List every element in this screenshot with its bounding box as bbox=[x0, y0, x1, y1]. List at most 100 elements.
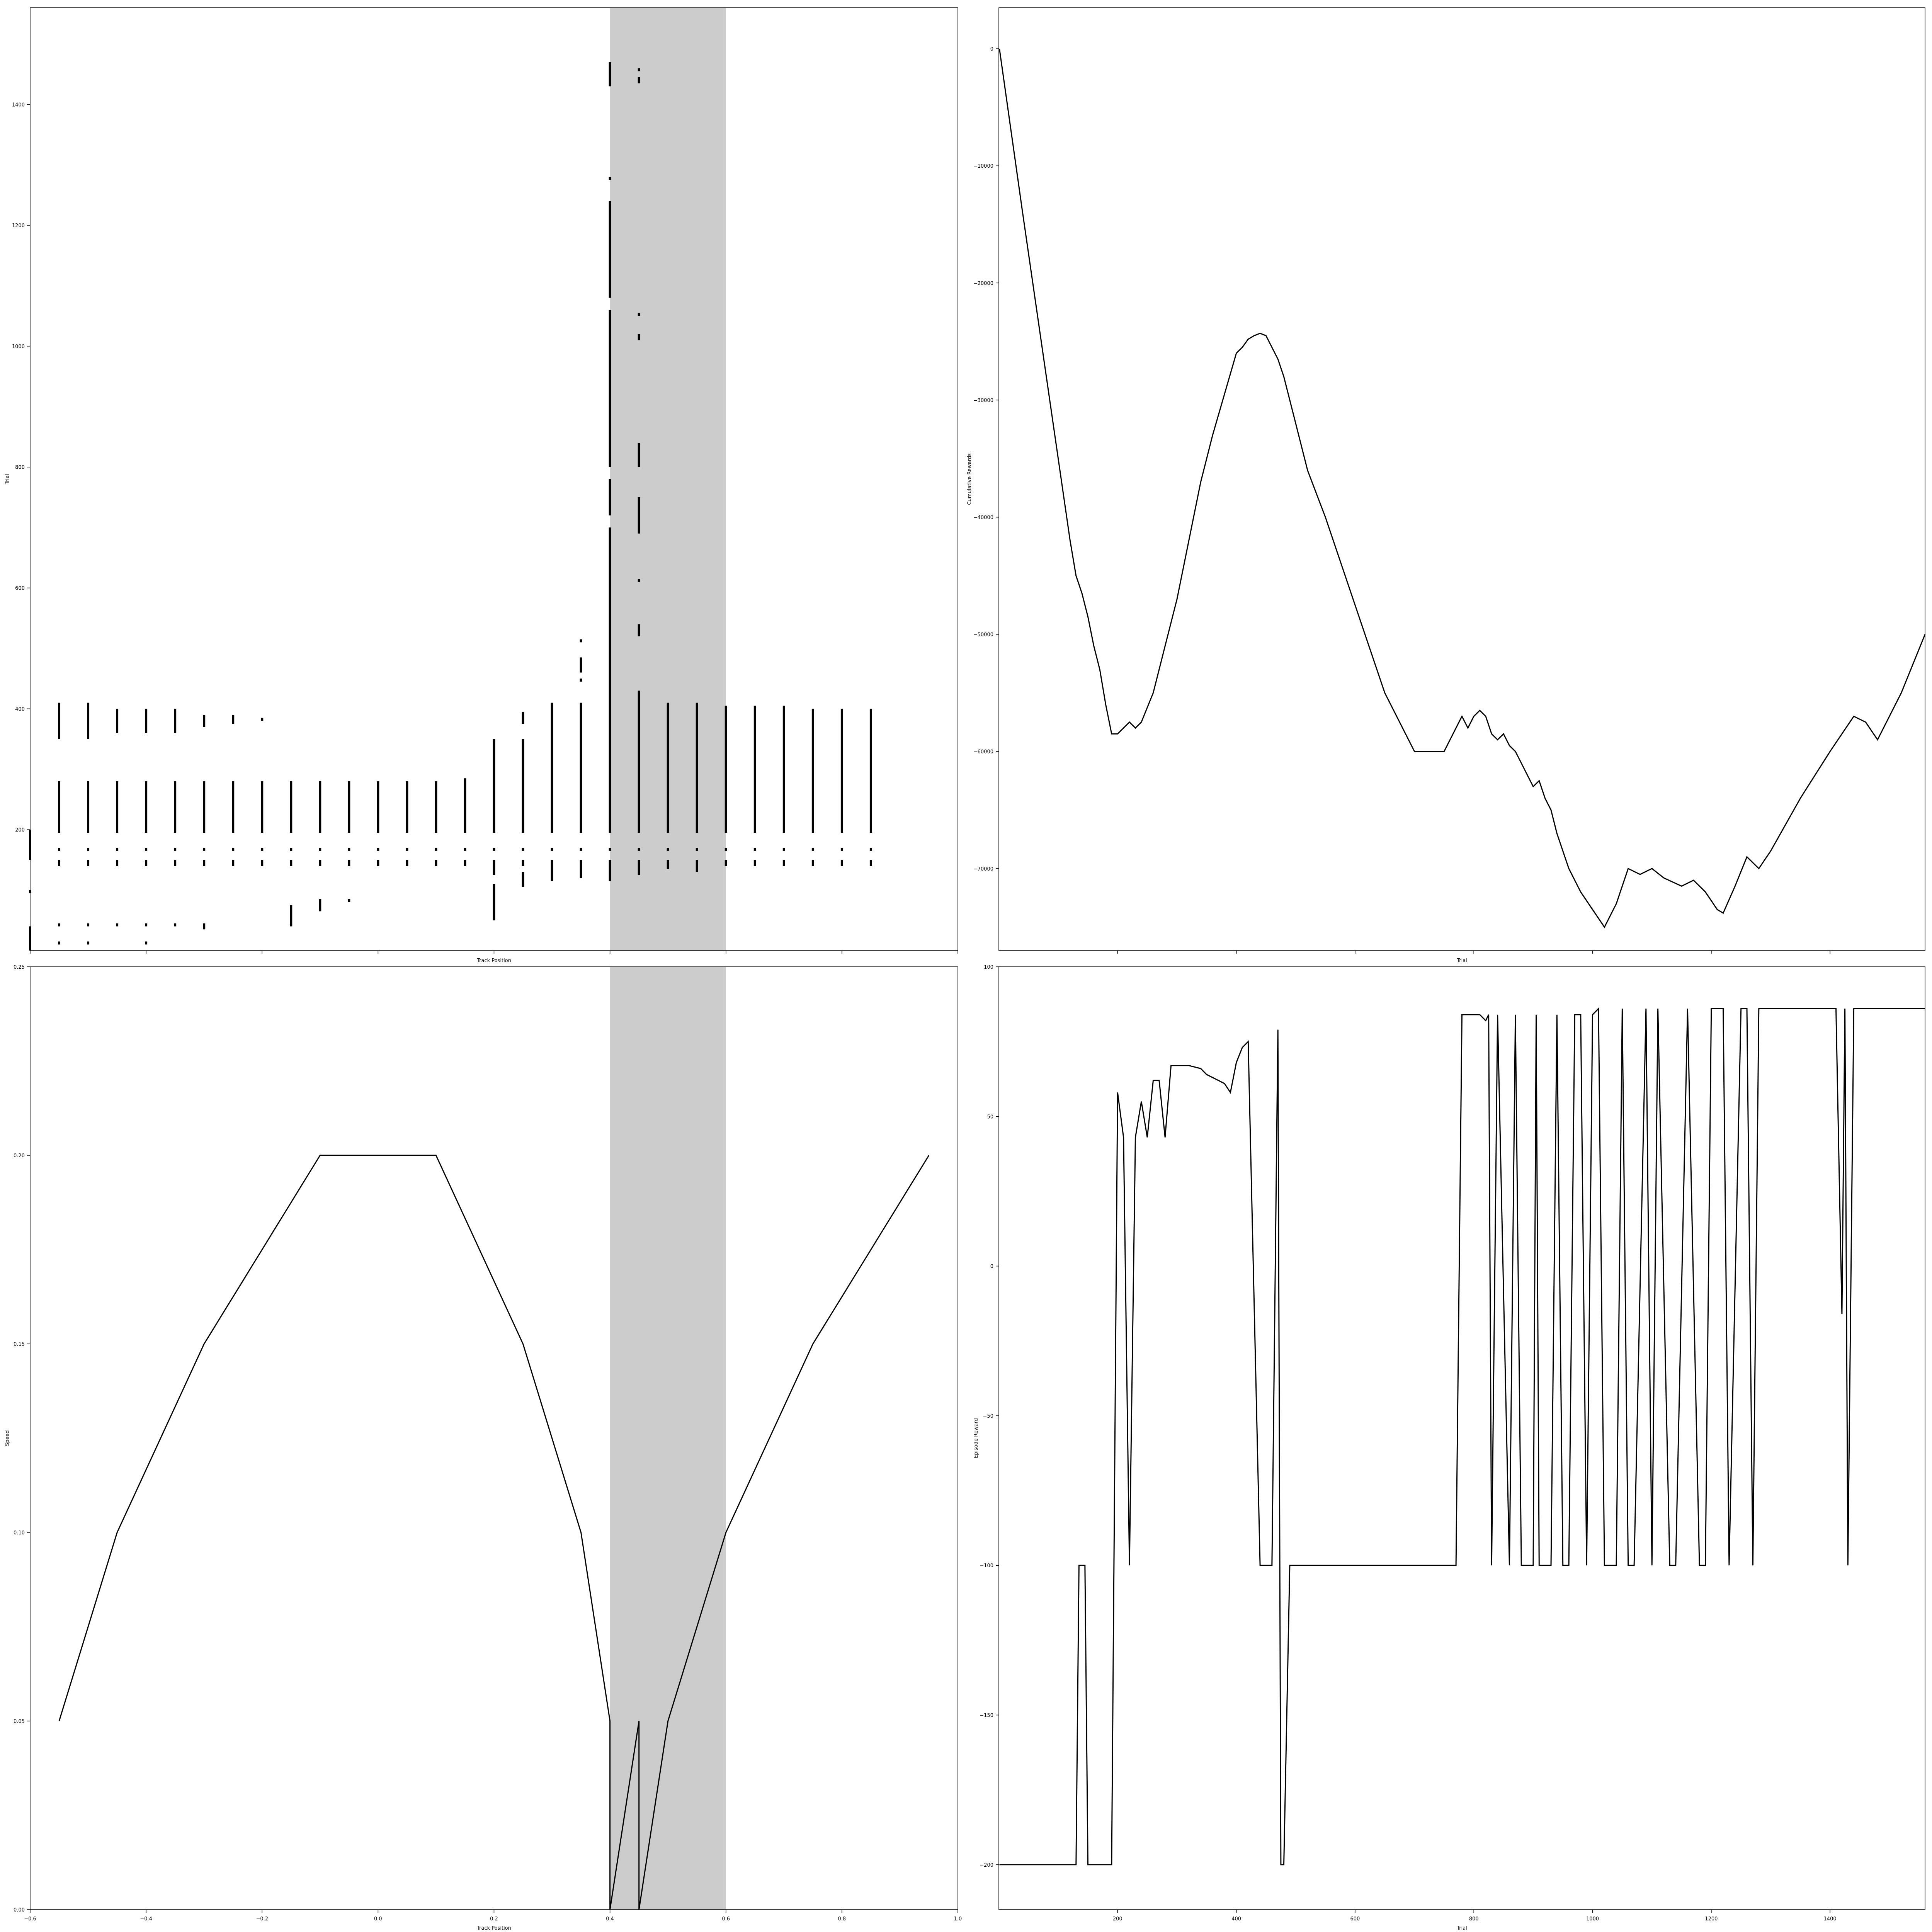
y-tick-label: 1200 bbox=[12, 223, 25, 229]
raster-column-12 bbox=[377, 781, 379, 866]
raster-column-1 bbox=[58, 702, 61, 945]
trial-marker bbox=[638, 860, 640, 875]
y-axis-label: Cumulative Rewards bbox=[967, 453, 973, 505]
trial-marker bbox=[145, 781, 148, 833]
trial-marker bbox=[348, 899, 350, 902]
x-tick-label: 0.8 bbox=[838, 1916, 846, 1922]
trial-marker bbox=[667, 860, 669, 869]
trial-marker bbox=[638, 690, 640, 833]
trial-marker bbox=[261, 848, 264, 851]
raster-column-17 bbox=[522, 712, 524, 887]
x-tick-label: −0.4 bbox=[140, 1916, 152, 1922]
trial-marker bbox=[753, 860, 756, 866]
y-tick-label: 0.10 bbox=[14, 1530, 25, 1536]
trial-marker bbox=[116, 923, 119, 927]
trial-marker bbox=[580, 679, 582, 682]
raster-column-23 bbox=[696, 702, 698, 872]
trial-marker bbox=[638, 68, 640, 71]
trial-marker bbox=[58, 702, 61, 739]
trial-marker bbox=[435, 848, 437, 851]
trial-marker bbox=[724, 860, 727, 866]
trial-marker bbox=[464, 848, 466, 851]
trial-marker bbox=[261, 718, 264, 721]
x-tick-label: −0.6 bbox=[24, 1916, 36, 1922]
trial-marker bbox=[696, 702, 698, 833]
y-tick-label: −150 bbox=[980, 1713, 993, 1719]
cumulative-rewards-panel: 0 −10000 −20000 −30000 −40000 −50000 −60000 −70… bbox=[967, 7, 1926, 964]
trial-marker bbox=[348, 848, 350, 851]
trial-marker bbox=[551, 860, 553, 881]
x-tick-label: 200 bbox=[1113, 1916, 1122, 1922]
trial-marker bbox=[609, 848, 611, 851]
y-axis-label: Speed bbox=[5, 1430, 10, 1446]
trial-marker bbox=[145, 941, 148, 945]
y-tick-label: −70000 bbox=[973, 866, 993, 872]
x-axis-label: Trial bbox=[1456, 1925, 1467, 1931]
trial-marker bbox=[116, 781, 119, 833]
trial-marker bbox=[724, 848, 727, 851]
trial-marker bbox=[667, 848, 669, 851]
raster-column-11 bbox=[348, 781, 350, 902]
x-tick-label: 1400 bbox=[1824, 1916, 1837, 1922]
y-tick-label: −10000 bbox=[973, 163, 993, 169]
raster-column-15 bbox=[464, 778, 466, 866]
raster-column-5 bbox=[174, 709, 177, 927]
trial-marker bbox=[435, 860, 437, 866]
axes-frame bbox=[998, 7, 1925, 951]
trial-marker bbox=[638, 497, 640, 534]
x-axis-label: Track Position bbox=[476, 1925, 511, 1931]
trial-marker bbox=[609, 62, 611, 87]
trial-marker bbox=[290, 860, 293, 866]
trial-marker bbox=[87, 923, 90, 927]
trial-marker bbox=[782, 848, 785, 851]
trial-marker bbox=[609, 177, 611, 180]
y-tick-label: 0 bbox=[990, 1264, 993, 1270]
trial-marker bbox=[290, 781, 293, 833]
trial-raster-panel: 200 400 600 800 1000 1200 1400 Track Position Tr… bbox=[5, 7, 958, 964]
y-tick-label: 1400 bbox=[12, 102, 25, 108]
trial-marker bbox=[753, 706, 756, 833]
trial-marker bbox=[869, 860, 872, 866]
shaded-region bbox=[610, 967, 726, 1910]
trial-marker bbox=[58, 941, 61, 945]
trial-marker bbox=[696, 848, 698, 851]
trial-marker bbox=[87, 702, 90, 739]
trial-marker bbox=[174, 923, 177, 927]
trial-marker bbox=[174, 781, 177, 833]
trial-marker bbox=[609, 527, 611, 833]
trial-marker bbox=[348, 860, 350, 866]
raster-column-18 bbox=[551, 702, 553, 881]
raster-column-14 bbox=[435, 781, 437, 866]
trial-marker bbox=[290, 905, 293, 927]
trial-marker bbox=[116, 709, 119, 733]
y-tick-label: 0.00 bbox=[14, 1907, 25, 1913]
trial-marker bbox=[580, 848, 582, 851]
raster-column-13 bbox=[406, 781, 408, 866]
trial-marker bbox=[174, 709, 177, 733]
raster-column-27 bbox=[811, 709, 814, 866]
trial-marker bbox=[551, 848, 553, 851]
trial-marker bbox=[840, 709, 843, 833]
trial-marker bbox=[753, 848, 756, 851]
raster-column-26 bbox=[782, 706, 785, 866]
x-tick-label: 800 bbox=[1469, 1916, 1479, 1922]
trial-marker bbox=[493, 739, 495, 833]
trial-marker bbox=[87, 860, 90, 866]
raster-column-6 bbox=[203, 715, 206, 930]
trial-marker bbox=[174, 860, 177, 866]
trial-marker bbox=[522, 848, 524, 851]
y-tick-label: 400 bbox=[15, 706, 25, 712]
trial-marker bbox=[319, 860, 321, 866]
y-tick-label: −50000 bbox=[973, 632, 993, 638]
trial-marker bbox=[261, 860, 264, 866]
trial-marker bbox=[348, 781, 350, 833]
trial-marker bbox=[232, 848, 235, 851]
trial-marker bbox=[811, 709, 814, 833]
trial-marker bbox=[811, 848, 814, 851]
trial-marker bbox=[58, 860, 61, 866]
trial-marker bbox=[58, 781, 61, 833]
x-tick-label: 600 bbox=[1350, 1916, 1360, 1922]
